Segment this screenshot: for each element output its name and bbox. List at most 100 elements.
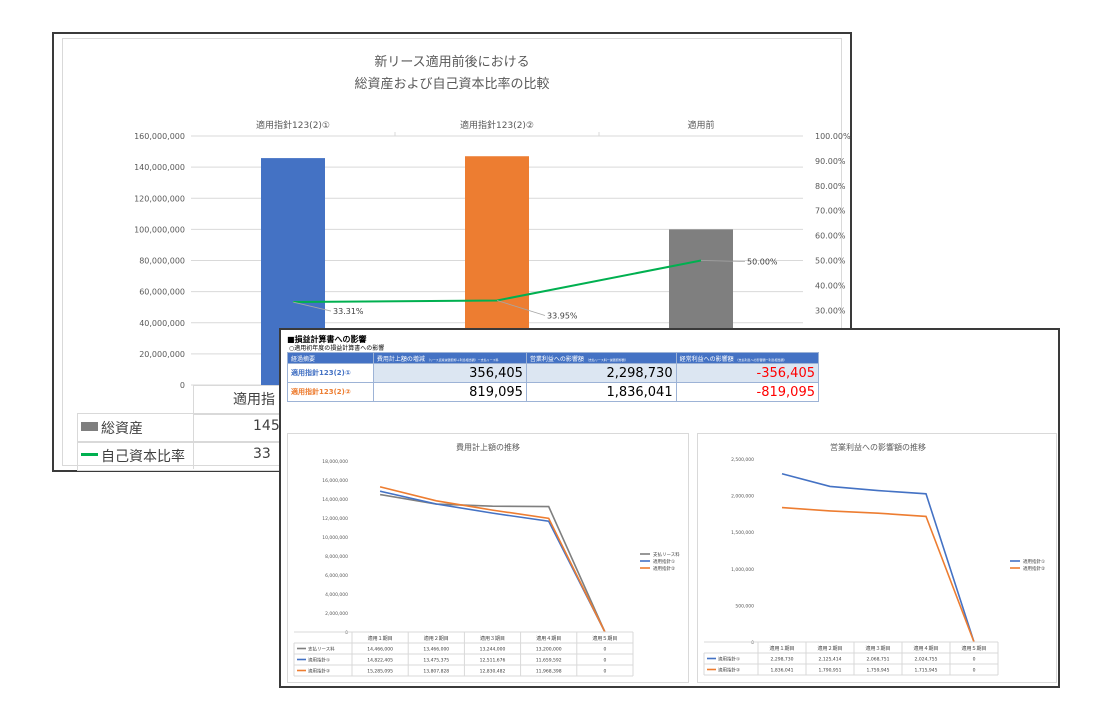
x-category-label: 適用３期目 xyxy=(865,645,890,652)
series-line xyxy=(781,506,975,643)
impact-table: 経過摘要 費用計上額の増減 （リース資産減価償却＋利息相当額）ー支払リース料 営… xyxy=(287,352,820,402)
y-right-tick-label: 90.00% xyxy=(815,157,846,166)
y-tick-label: 16,000,000 xyxy=(322,478,348,484)
operating-profit-trend-chart: 営業利益への影響額の推移 2,500,000 2,000,000 1,500,000 1… xyxy=(697,433,1057,683)
table-value: 14,822,405 xyxy=(367,658,393,664)
y-right-tick-label: 70.00% xyxy=(815,207,846,216)
y-left-tick-label: 80,000,000 xyxy=(139,257,185,266)
table-series-label: 支払リース料 xyxy=(308,646,335,653)
table-value: 13,475,375 xyxy=(423,658,449,664)
category-label: 適用前 xyxy=(687,119,714,131)
impact-table-header-row: 経過摘要 費用計上額の増減 （リース資産減価償却＋利息相当額）ー支払リース料 営… xyxy=(287,352,820,364)
impact-row-1-cost: 356,405 xyxy=(372,363,527,383)
table-value: 13,244,000 xyxy=(480,647,506,653)
impact-row-2: 適用指針123(2)② 819,095 1,836,041 -819,095 xyxy=(287,382,820,402)
x-category-label: 適用２期目 xyxy=(424,635,449,642)
y-left-tick-label: 140,000,000 xyxy=(134,163,185,172)
y-left-tick-label: 0 xyxy=(180,381,185,390)
table-value: 14,466,000 xyxy=(367,647,393,653)
y-tick-label: 18,000,000 xyxy=(322,459,348,465)
table-series-label: 適用指針① xyxy=(308,657,330,664)
y-tick-label: 0 xyxy=(751,640,754,646)
data-label-leader xyxy=(496,300,546,316)
legend-equity-ratio: 自己資本比率 xyxy=(101,449,185,465)
y-right-tick-label: 30.00% xyxy=(815,306,846,315)
pl-impact-panel: ■損益計算書への影響 ○適用初年度の損益計算書への影響 経過摘要 費用計上額の増… xyxy=(279,328,1060,688)
legend-swatch-total-assets xyxy=(81,422,98,431)
y-left-tick-label: 40,000,000 xyxy=(139,319,185,328)
impact-row-2-operating: 1,836,041 xyxy=(525,382,677,402)
chart-title-line1: 新リース適用前後における xyxy=(374,55,530,70)
legend-total-assets: 総資産 xyxy=(101,421,143,437)
y-right-tick-label: 50.00% xyxy=(815,257,846,266)
impact-row-2-label: 適用指針123(2)② xyxy=(287,382,374,402)
y-tick-label: 500,000 xyxy=(735,603,754,609)
impact-row-1-label: 適用指針123(2)① xyxy=(287,363,374,383)
table-value: 0 xyxy=(603,647,606,653)
x-category-label: 適用５期目 xyxy=(592,635,617,642)
table-asset-partial: 145, xyxy=(253,418,285,434)
data-label-leader xyxy=(700,260,746,262)
legend-label: 適用指針① xyxy=(1023,558,1045,565)
impact-row-2-ordinary: -819,095 xyxy=(675,382,820,402)
table-value: 2,068,751 xyxy=(867,657,890,663)
x-category-label: 適用５期目 xyxy=(961,645,986,652)
table-value: 0 xyxy=(973,657,976,663)
chart-title-line2: 総資産および自己資本比率の比較 xyxy=(354,77,550,92)
y-tick-label: 1,000,000 xyxy=(731,567,754,573)
y-tick-label: 2,500,000 xyxy=(731,457,754,463)
y-left-tick-label: 20,000,000 xyxy=(139,350,185,359)
table-value: 1,790,951 xyxy=(819,668,842,674)
table-value: 12,830,482 xyxy=(480,669,506,675)
y-right-tick-label: 80.00% xyxy=(815,182,846,191)
x-category-label: 適用３期目 xyxy=(480,635,505,642)
impact-row-1: 適用指針123(2)① 356,405 2,298,730 -356,405 xyxy=(287,363,820,383)
x-category-label: 適用４期目 xyxy=(913,645,938,652)
subchart-title: 営業利益への影響額の推移 xyxy=(830,442,926,452)
table-value: 1,759,945 xyxy=(867,668,890,674)
cost-trend-chart: 費用計上額の推移 18,000,000 16,000,000 14,000,000 12… xyxy=(287,433,689,683)
table-value: 2,298,730 xyxy=(771,657,794,663)
data-label-equity-ratio: 50.00% xyxy=(747,258,778,267)
impact-col-header-3: 経常利益への影響額 （支払利息への影響額ー利息相当額） xyxy=(675,352,820,364)
y-tick-label: 1,500,000 xyxy=(731,530,754,536)
table-value: 0 xyxy=(973,668,976,674)
main-data-table: 適用指 総資産 145, 自己資本比率 33 xyxy=(77,385,345,471)
legend-label: 適用指針② xyxy=(653,565,675,572)
legend-label: 適用指針① xyxy=(653,558,675,565)
table-value: 12,511,676 xyxy=(480,658,506,664)
series-line xyxy=(379,490,606,633)
y-right-tick-label: 40.00% xyxy=(815,281,846,290)
table-series-label: 適用指針① xyxy=(718,656,740,663)
table-header-partial: 適用指 xyxy=(233,392,275,408)
table-series-label: 適用指針② xyxy=(308,668,330,675)
table-value: 2,024,755 xyxy=(915,657,938,663)
impact-row-1-operating: 2,298,730 xyxy=(525,363,677,383)
table-value: 0 xyxy=(603,658,606,664)
legend-label: 支払リース料 xyxy=(653,551,680,558)
y-tick-label: 12,000,000 xyxy=(322,516,348,522)
series-line xyxy=(379,493,606,633)
y-left-tick-label: 160,000,000 xyxy=(134,132,185,141)
y-tick-label: 10,000,000 xyxy=(322,535,348,541)
impact-row-1-ordinary: -356,405 xyxy=(675,363,820,383)
x-category-label: 適用１期目 xyxy=(769,645,794,652)
table-value: 13,466,000 xyxy=(423,647,449,653)
data-label-equity-ratio: 33.31% xyxy=(333,307,364,316)
y-right-tick-label: 60.00% xyxy=(815,232,846,241)
impact-col-header-2: 営業利益への影響額 （支払リース料ー減価償却費） xyxy=(525,352,677,364)
x-category-label: 適用４期目 xyxy=(536,635,561,642)
operating-profit-trend-svg: 営業利益への影響額の推移 2,500,000 2,000,000 1,500,000 1… xyxy=(703,442,1045,676)
y-tick-label: 2,000,000 xyxy=(731,494,754,500)
series-line xyxy=(781,472,975,643)
impact-col-header-0: 経過摘要 xyxy=(287,352,374,364)
cost-trend-svg: 費用計上額の推移 18,000,000 16,000,000 14,000,000 12… xyxy=(293,442,680,677)
category-label: 適用指針123(2)① xyxy=(256,119,330,131)
y-tick-label: 8,000,000 xyxy=(325,554,348,560)
table-value: 13,200,000 xyxy=(536,647,562,653)
data-label-equity-ratio: 33.95% xyxy=(547,311,578,320)
y-tick-label: 14,000,000 xyxy=(322,497,348,503)
category-label: 適用指針123(2)② xyxy=(460,119,534,131)
table-value: 1,836,041 xyxy=(771,668,794,674)
y-left-tick-label: 120,000,000 xyxy=(134,194,185,203)
